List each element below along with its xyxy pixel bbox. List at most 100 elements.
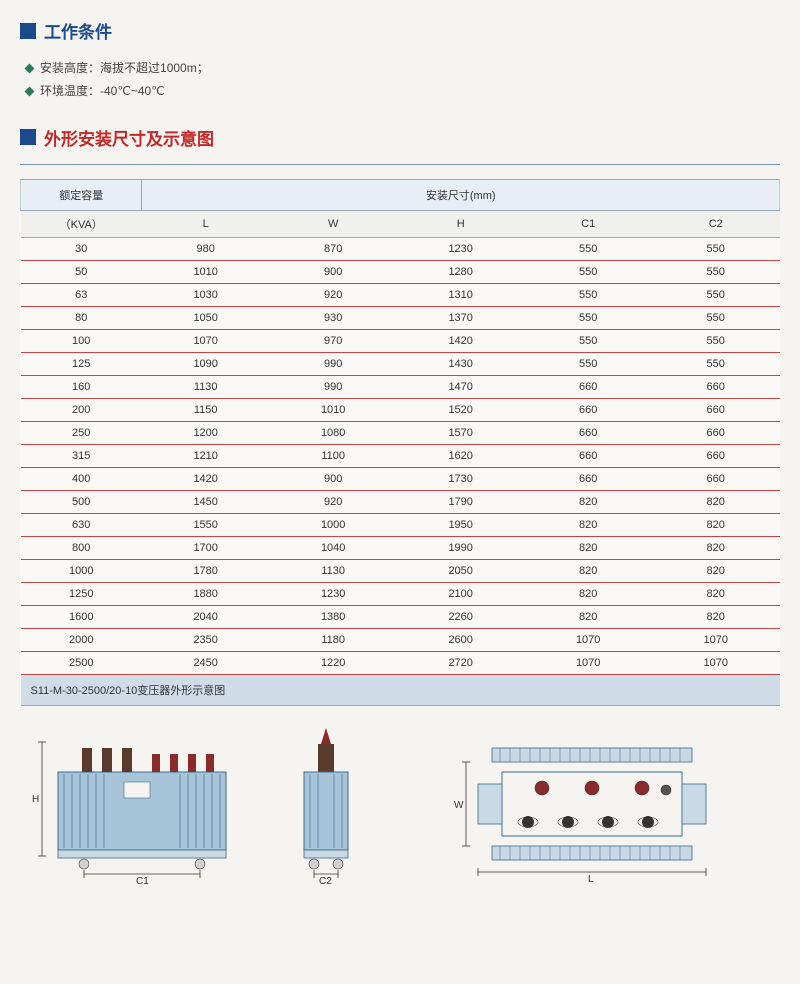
- table-cell: 30: [21, 237, 142, 260]
- table-cell: 1100: [269, 444, 397, 467]
- table-cell: 2720: [397, 651, 525, 674]
- table-row: （KVA）LWHC1C2: [21, 210, 780, 237]
- table-cell: 820: [524, 490, 652, 513]
- table-cell: 550: [652, 329, 780, 352]
- table-cell: 820: [524, 582, 652, 605]
- table-cell: 1620: [397, 444, 525, 467]
- table-cell: 920: [269, 283, 397, 306]
- table-cell: 900: [269, 260, 397, 283]
- table-cell: 980: [142, 237, 270, 260]
- table-cell: 550: [652, 306, 780, 329]
- table-cell: 1220: [269, 651, 397, 674]
- table-cell: 990: [269, 375, 397, 398]
- section-bar-icon: [20, 23, 36, 39]
- table-cell: 1370: [397, 306, 525, 329]
- bullet-label: 环境温度：: [40, 80, 100, 103]
- table-cell: 800: [21, 536, 142, 559]
- table-cell: 500: [21, 490, 142, 513]
- table-cell: （KVA）: [21, 210, 142, 237]
- table-cell: 1730: [397, 467, 525, 490]
- table-cell: 1280: [397, 260, 525, 283]
- table-row: 50014509201790820820: [21, 490, 780, 513]
- table-cell: 820: [524, 536, 652, 559]
- section-header-conditions: 工作条件: [20, 18, 780, 43]
- table-cell: 1420: [142, 467, 270, 490]
- table-cell: 200: [21, 398, 142, 421]
- table-cell: 550: [524, 306, 652, 329]
- diagram-area: H: [20, 724, 780, 884]
- table-cell: 1080: [269, 421, 397, 444]
- table-cell: 2100: [397, 582, 525, 605]
- section-title: 外形安装尺寸及示意图: [44, 125, 214, 150]
- table-cell: 820: [652, 536, 780, 559]
- table-cell: 630: [21, 513, 142, 536]
- table-cell: 1450: [142, 490, 270, 513]
- table-row: 630155010001950820820: [21, 513, 780, 536]
- table-cell: 1180: [269, 628, 397, 651]
- table-cell: 550: [524, 352, 652, 375]
- table-cell: 1000: [21, 559, 142, 582]
- section-bar-icon: [20, 129, 36, 145]
- table-cell: L: [142, 210, 270, 237]
- table-cell: 1090: [142, 352, 270, 375]
- table-cell: 1010: [142, 260, 270, 283]
- table-cell: 550: [524, 260, 652, 283]
- table-cell: 820: [652, 490, 780, 513]
- table-cell: 1230: [269, 582, 397, 605]
- table-cell: H: [397, 210, 525, 237]
- table-cell: 1070: [524, 651, 652, 674]
- table-row: 40014209001730660660: [21, 467, 780, 490]
- diamond-icon: [25, 86, 35, 96]
- table-row: 250024501220272010701070: [21, 651, 780, 674]
- th-capacity: 额定容量: [21, 179, 142, 210]
- table-cell: 660: [524, 444, 652, 467]
- table-cell: C2: [652, 210, 780, 237]
- table-cell: 160: [21, 375, 142, 398]
- table-cell: 660: [524, 398, 652, 421]
- table-cell: 660: [524, 467, 652, 490]
- dim-label-c2: C2: [319, 876, 332, 884]
- table-cell: 1550: [142, 513, 270, 536]
- section-title: 工作条件: [44, 18, 112, 43]
- table-cell: 1150: [142, 398, 270, 421]
- divider: [20, 164, 780, 165]
- table-body: （KVA）LWHC1C23098087012305505505010109001…: [21, 210, 780, 705]
- table-cell: 660: [652, 444, 780, 467]
- table-cell: 990: [269, 352, 397, 375]
- table-cell: 1420: [397, 329, 525, 352]
- table-cell: 50: [21, 260, 142, 283]
- table-cell: 1310: [397, 283, 525, 306]
- table-cell: 660: [652, 421, 780, 444]
- table-row: 1250188012302100820820: [21, 582, 780, 605]
- table-cell: 660: [652, 467, 780, 490]
- table-cell: 550: [652, 283, 780, 306]
- table-cell: 1070: [652, 628, 780, 651]
- list-item: 环境温度： -40℃~40℃: [26, 80, 780, 103]
- bullet-value: -40℃~40℃: [100, 80, 165, 103]
- table-cell: 1200: [142, 421, 270, 444]
- bullet-label: 安装高度：: [40, 57, 100, 80]
- table-cell: 550: [652, 260, 780, 283]
- table-cell: 660: [652, 375, 780, 398]
- table-cell: 1040: [269, 536, 397, 559]
- table-cell: 820: [652, 605, 780, 628]
- table-cell: 2350: [142, 628, 270, 651]
- diagram-side-view: C2: [276, 724, 376, 884]
- table-cell: 550: [524, 283, 652, 306]
- table-cell: 2000: [21, 628, 142, 651]
- table-cell: 1130: [269, 559, 397, 582]
- dimensions-table: 额定容量 安装尺寸(mm) （KVA）LWHC1C230980870123055…: [20, 179, 780, 706]
- dim-label-w: W: [454, 800, 464, 811]
- th-dims: 安装尺寸(mm): [142, 179, 780, 210]
- table-cell: 1570: [397, 421, 525, 444]
- table-cell: 1700: [142, 536, 270, 559]
- table-cell: 820: [652, 559, 780, 582]
- table-cell: 820: [524, 513, 652, 536]
- table-cell: 1990: [397, 536, 525, 559]
- table-row: 16011309901470660660: [21, 375, 780, 398]
- table-cell: 820: [524, 559, 652, 582]
- table-cell: 1950: [397, 513, 525, 536]
- table-caption: S11-M-30-2500/20-10变压器外形示意图: [21, 674, 780, 705]
- table-cell: 1250: [21, 582, 142, 605]
- table-caption-row: S11-M-30-2500/20-10变压器外形示意图: [21, 674, 780, 705]
